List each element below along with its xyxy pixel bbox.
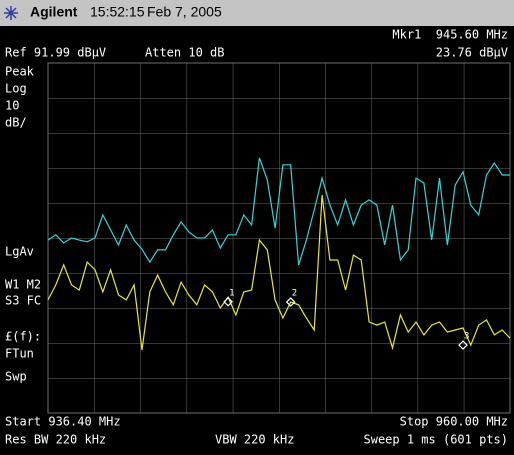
marker-label: 2: [292, 289, 297, 299]
start-frequency: Start 936.40 MHz: [5, 415, 121, 429]
side-label: Log: [5, 82, 27, 96]
side-label: dB/: [5, 116, 27, 130]
side-label: Swp: [5, 370, 27, 384]
resolution-bandwidth: Res BW 220 kHz: [5, 433, 106, 447]
side-label: Peak: [5, 65, 35, 79]
trace: [47, 157, 510, 266]
marker-readout: Mkr1 945.60 MHz: [392, 28, 508, 42]
sweep: Sweep 1 ms (601 pts): [364, 433, 509, 447]
stop-frequency: Stop 960.00 MHz: [400, 415, 508, 429]
marker: [223, 296, 233, 307]
marker-label: 3: [464, 332, 469, 342]
side-label: FTun: [5, 347, 34, 361]
date: Feb 7, 2005: [147, 4, 222, 20]
marker: [458, 340, 468, 350]
video-bandwidth: VBW 220 kHz: [215, 433, 294, 447]
marker-level: 23.76 dBµV: [436, 46, 508, 60]
side-label: £(f):: [5, 330, 41, 344]
marker: [285, 297, 296, 307]
side-label: W1 M2: [5, 278, 41, 292]
side-label: LgAv: [5, 245, 34, 259]
marker-label: 1: [229, 288, 234, 298]
brand: Agilent: [30, 4, 78, 20]
attenuation: Atten 10 dB: [145, 46, 224, 60]
title-bar: [0, 0, 514, 26]
time: 15:52:15: [90, 4, 145, 20]
side-label: S3 FC: [5, 294, 41, 308]
trace: [47, 194, 511, 351]
side-label: 10: [5, 99, 19, 113]
graticule: [47, 62, 511, 414]
reference-level: Ref 91.99 dBµV: [5, 46, 106, 60]
logo: [4, 6, 18, 20]
